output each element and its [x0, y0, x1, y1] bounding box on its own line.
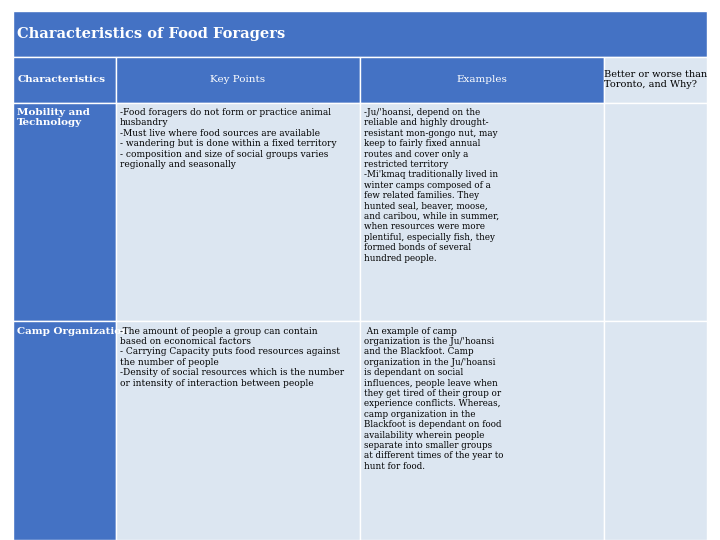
FancyBboxPatch shape — [116, 57, 360, 103]
Text: -The amount of people a group can contain
based on economical factors
- Carrying: -The amount of people a group can contai… — [120, 327, 344, 388]
FancyBboxPatch shape — [13, 57, 116, 103]
Text: Characteristics: Characteristics — [17, 75, 105, 84]
FancyBboxPatch shape — [116, 321, 360, 540]
FancyBboxPatch shape — [13, 321, 116, 540]
FancyBboxPatch shape — [13, 103, 116, 321]
FancyBboxPatch shape — [604, 103, 707, 321]
FancyBboxPatch shape — [604, 57, 707, 103]
Text: Key Points: Key Points — [210, 75, 266, 84]
Text: Better or worse than
Toronto, and Why?: Better or worse than Toronto, and Why? — [604, 70, 707, 89]
FancyBboxPatch shape — [604, 321, 707, 540]
FancyBboxPatch shape — [360, 103, 604, 321]
FancyBboxPatch shape — [116, 103, 360, 321]
FancyBboxPatch shape — [360, 57, 604, 103]
Text: -Food foragers do not form or practice animal
husbandry
-Must live where food so: -Food foragers do not form or practice a… — [120, 108, 337, 169]
Text: Examples: Examples — [456, 75, 508, 84]
Text: Characteristics of Food Foragers: Characteristics of Food Foragers — [17, 27, 286, 40]
Text: -Ju/'hoansi, depend on the
reliable and highly drought-
resistant mon-gongo nut,: -Ju/'hoansi, depend on the reliable and … — [364, 108, 500, 262]
FancyBboxPatch shape — [360, 321, 604, 540]
Text: An example of camp
organization is the Ju/'hoansi
and the Blackfoot. Camp
organi: An example of camp organization is the J… — [364, 327, 504, 471]
Text: Camp Organization: Camp Organization — [17, 327, 129, 336]
Text: Mobility and
Technology: Mobility and Technology — [17, 108, 90, 127]
FancyBboxPatch shape — [13, 11, 707, 57]
